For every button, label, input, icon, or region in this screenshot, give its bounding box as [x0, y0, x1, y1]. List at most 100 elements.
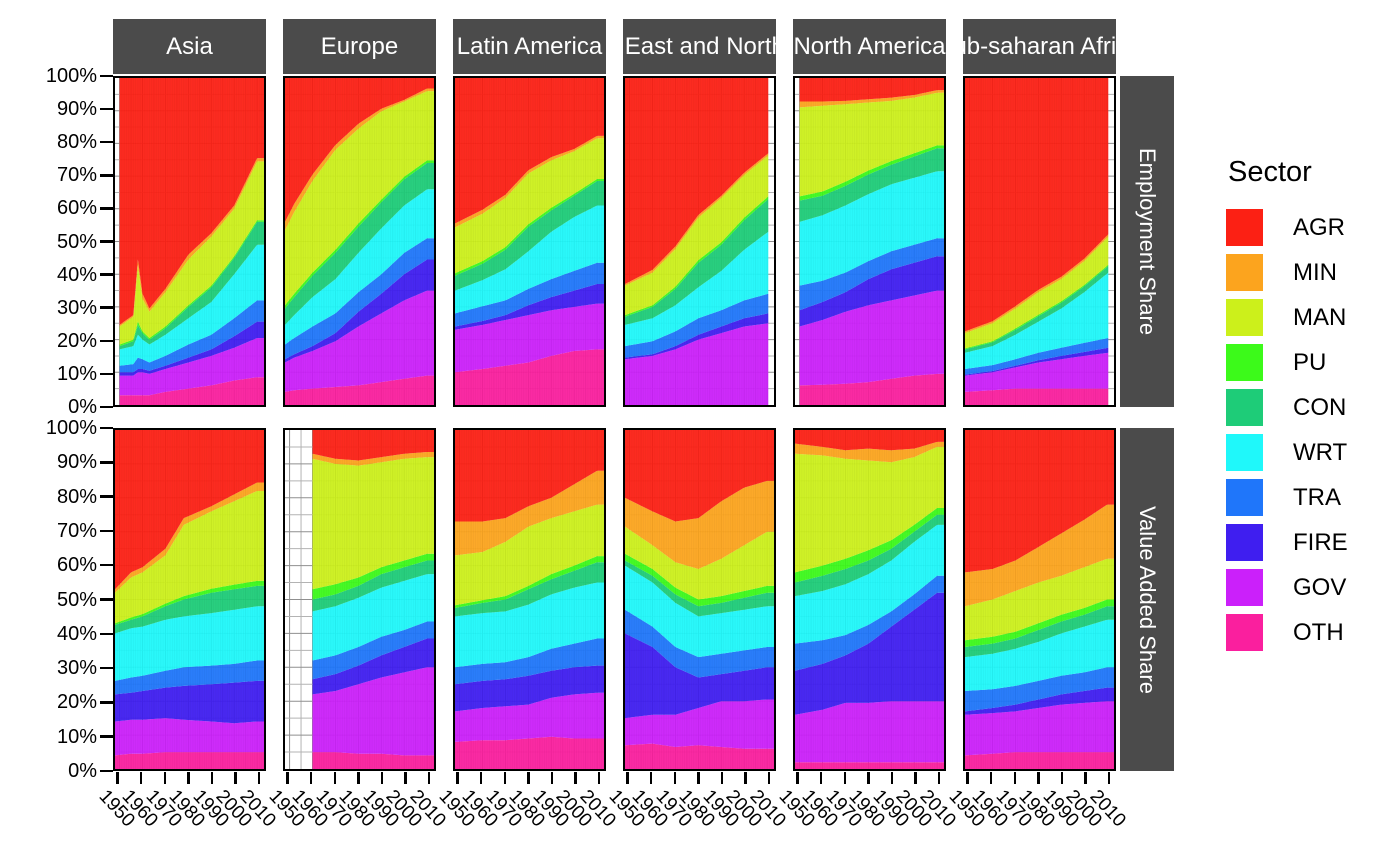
- y-axis-label: 80%: [56, 131, 97, 154]
- y-axis-label: 80%: [56, 485, 97, 508]
- legend-item-fire: FIRE: [1226, 524, 1348, 561]
- x-axis-tick: [503, 772, 507, 784]
- legend-item-oth: OTH: [1226, 614, 1348, 651]
- x-axis-tick: [744, 772, 747, 784]
- x-axis-tick: [1060, 772, 1064, 784]
- x-axis-tick: [1107, 772, 1111, 784]
- y-axis-label: 50%: [56, 588, 97, 611]
- y-axis-label: 10%: [56, 362, 97, 385]
- legend-label-con: CON: [1293, 393, 1347, 421]
- facet-strip-latin-america: Latin America: [453, 19, 606, 74]
- y-axis-label: 30%: [56, 657, 97, 680]
- y-axis-tick: [100, 372, 113, 376]
- legend-label-pu: PU: [1293, 348, 1327, 376]
- x-axis-tick: [550, 772, 554, 784]
- y-axis-label: 40%: [56, 622, 97, 645]
- y-axis-label: 70%: [56, 164, 97, 187]
- row-strip-value-added-share: Value Added Share: [1120, 428, 1174, 771]
- x-axis-tick: [286, 772, 289, 784]
- legend-swatch-min: [1226, 254, 1263, 291]
- x-axis-tick: [914, 772, 917, 784]
- legend-swatch-agr: [1226, 209, 1263, 246]
- legend-title: Sector: [1228, 156, 1312, 188]
- y-axis-tick: [100, 306, 113, 309]
- y-axis-label: 60%: [56, 554, 97, 577]
- legend-item-man: MAN: [1226, 299, 1348, 336]
- facet-strip-sub-saharan-africa: Sub-saharan Africa: [963, 19, 1116, 74]
- x-axis-tick: [890, 772, 894, 784]
- legend-swatch-wrt: [1226, 434, 1263, 471]
- y-axis-label: 20%: [56, 329, 97, 352]
- x-axis-tick: [187, 772, 190, 784]
- y-axis-label: 100%: [45, 417, 97, 439]
- x-axis-tick: [697, 772, 700, 784]
- legend-swatch-con: [1226, 389, 1263, 426]
- y-axis-tick: [100, 174, 113, 177]
- x-axis-tick: [843, 772, 847, 784]
- panel-middle-east-and-north-africa-value-added-share: [623, 428, 776, 771]
- x-axis-tick: [116, 772, 119, 784]
- panel-europe-value-added-share: [283, 428, 436, 771]
- y-axis-tick: [100, 273, 113, 276]
- y-axis-label: 90%: [56, 98, 97, 121]
- y-axis-tick: [100, 140, 113, 144]
- y-axis-label: 0%: [68, 760, 97, 782]
- panel-latin-america-value-added-share: [453, 428, 606, 771]
- facet-strip-europe: Europe: [283, 19, 436, 74]
- y-axis-tick: [100, 529, 113, 533]
- legend-item-min: MIN: [1226, 254, 1348, 291]
- legend-label-man: MAN: [1293, 303, 1347, 331]
- x-axis-tick: [597, 772, 601, 784]
- x-axis-tick: [626, 772, 629, 784]
- x-axis-tick: [234, 772, 237, 784]
- y-axis-tick: [100, 107, 113, 111]
- legend-item-gov: GOV: [1226, 569, 1348, 606]
- x-axis-tick: [456, 772, 459, 784]
- facet-strip-middle-east-and-north-africa: Middle East and North Africa: [623, 19, 776, 74]
- x-axis-tick: [210, 772, 214, 784]
- y-axis-label: 10%: [56, 725, 97, 748]
- legend-swatch-oth: [1226, 614, 1263, 651]
- x-axis-tick: [163, 772, 167, 784]
- x-axis-tick: [966, 772, 969, 784]
- y-axis-label: 20%: [56, 691, 97, 714]
- x-axis-tick: [333, 772, 337, 784]
- x-axis-tick: [819, 772, 823, 784]
- x-axis-tick: [309, 772, 313, 784]
- y-axis-tick: [100, 405, 113, 409]
- y-axis-tick: [100, 701, 113, 704]
- y-axis-tick: [100, 598, 113, 601]
- x-axis-tick: [989, 772, 993, 784]
- y-axis-tick: [100, 632, 113, 636]
- panel-north-america-value-added-share: [793, 428, 946, 771]
- panel-latin-america-employment-share: [453, 76, 606, 407]
- legend-label-tra: TRA: [1293, 483, 1341, 511]
- legend-label-min: MIN: [1293, 258, 1337, 286]
- legend-item-wrt: WRT: [1226, 434, 1348, 471]
- y-axis-tick: [100, 339, 113, 343]
- x-axis-tick: [649, 772, 653, 784]
- y-axis-label: 40%: [56, 263, 97, 286]
- legend-item-agr: AGR: [1226, 209, 1348, 246]
- y-axis-tick: [100, 666, 113, 670]
- x-axis-tick: [1037, 772, 1040, 784]
- x-axis-tick: [1084, 772, 1087, 784]
- y-axis-label: 60%: [56, 197, 97, 220]
- legend-label-gov: GOV: [1293, 573, 1347, 601]
- y-axis-tick: [100, 563, 113, 567]
- y-axis-tick: [100, 207, 113, 210]
- y-axis-tick: [100, 426, 113, 430]
- y-axis-tick: [100, 240, 113, 243]
- x-axis-tick: [1013, 772, 1017, 784]
- legend-item-tra: TRA: [1226, 479, 1348, 516]
- y-axis-tick: [100, 495, 113, 498]
- legend-items: AGR MIN MAN PU CON WRT TRA FIRE GOV OTH: [1226, 209, 1348, 651]
- x-axis-tick: [479, 772, 483, 784]
- x-axis-tick: [720, 772, 724, 784]
- legend: Sector AGR MIN MAN PU CON WRT TRA FIRE GOV OTH: [1226, 156, 1348, 659]
- facet-strip-north-america: North America: [793, 19, 946, 74]
- x-axis-tick: [574, 772, 577, 784]
- y-axis-tick: [100, 769, 113, 773]
- y-axis-label: 50%: [56, 230, 97, 253]
